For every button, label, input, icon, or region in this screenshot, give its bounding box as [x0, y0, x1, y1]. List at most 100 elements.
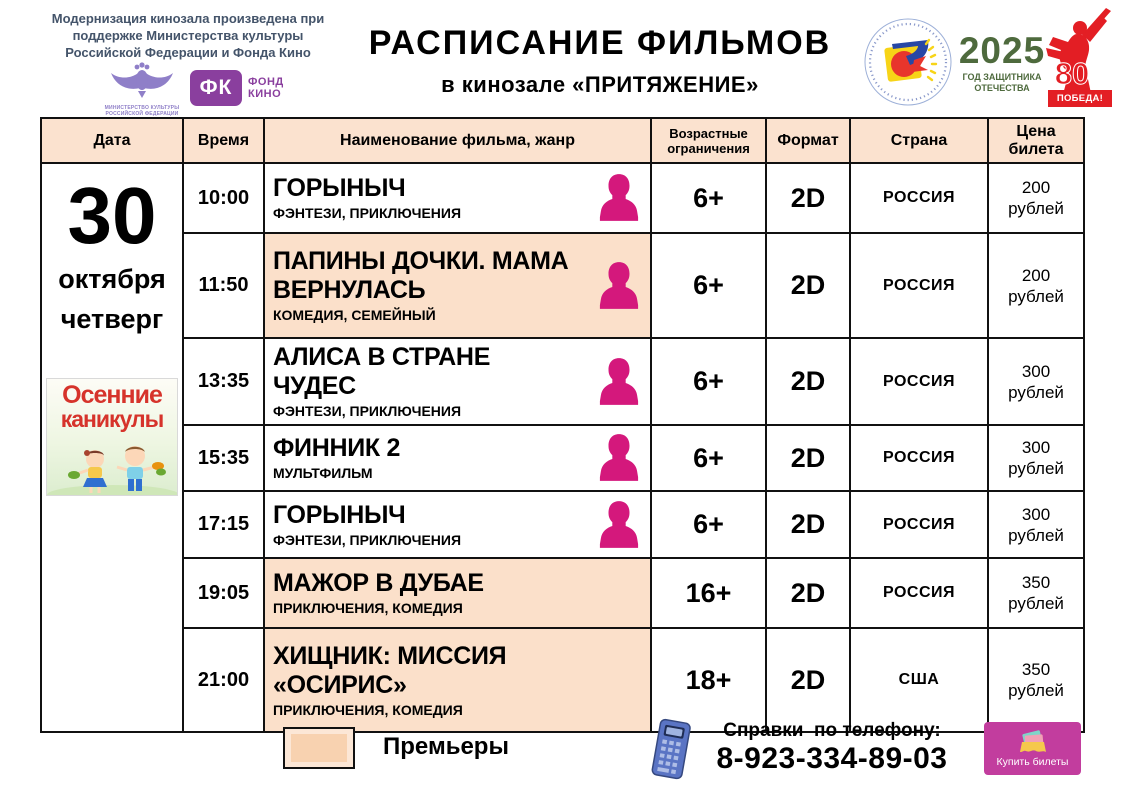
- showtime: 13:35: [182, 337, 265, 426]
- film-genre: ПРИКЛЮЧЕНИЯ, КОМЕДИЯ: [273, 600, 463, 616]
- film-country: РОССИЯ: [849, 557, 989, 629]
- film-country: РОССИЯ: [849, 424, 989, 492]
- film-cell: ГОРЫНЫЧ ФЭНТЕЗИ, ПРИКЛЮЧЕНИЯ: [263, 162, 652, 234]
- premiere-legend-label: Премьеры: [383, 733, 509, 760]
- film-country: США: [849, 627, 989, 733]
- motherland-calls-statue-icon: [1044, 8, 1118, 105]
- age-rating: 6+: [650, 490, 767, 559]
- ticket-price: 350 рублей: [987, 557, 1085, 629]
- pushkin-card-icon: [598, 261, 640, 311]
- film-cell: ФИННИК 2 МУЛЬТФИЛЬМ: [263, 424, 652, 492]
- col-header-time: Время: [182, 117, 265, 164]
- table-row: 13:35 АЛИСА В СТРАНЕ ЧУДЕС ФЭНТЕЗИ, ПРИК…: [41, 337, 1085, 426]
- col-header-date: Дата: [40, 117, 184, 164]
- film-format: 2D: [765, 162, 851, 234]
- support-note: Модернизация кинозала произведена при по…: [28, 10, 348, 61]
- col-header-country: Страна: [849, 117, 989, 164]
- pushkin-card-icon: [598, 357, 640, 407]
- showtime: 19:05: [182, 557, 265, 629]
- support-note-line: Российской Федерации и Фонда Кино: [65, 45, 311, 60]
- film-cell-premiere: ХИЩНИК: МИССИЯ «ОСИРИС» ПРИКЛЮЧЕНИЯ, КОМ…: [263, 627, 652, 733]
- film-cell: АЛИСА В СТРАНЕ ЧУДЕС ФЭНТЕЗИ, ПРИКЛЮЧЕНИ…: [263, 337, 652, 426]
- showtime: 10:00: [182, 162, 265, 234]
- anniversary-80: 80: [1054, 56, 1090, 92]
- date-cell: 30 октября четверг Осенние каникулы: [40, 162, 184, 733]
- date-weekday: четверг: [60, 304, 164, 334]
- film-genre: ФЭНТЕЗИ, ПРИКЛЮЧЕНИЯ: [273, 403, 462, 419]
- schedule-table: Дата Время Наименование фильма, жанр Воз…: [40, 117, 1085, 733]
- ticket-price: 200 рублей: [987, 232, 1085, 339]
- film-cell: ГОРЫНЫЧ ФЭНТЕЗИ, ПРИКЛЮЧЕНИЯ: [263, 490, 652, 559]
- film-format: 2D: [765, 424, 851, 492]
- col-header-price: Цена билета: [987, 117, 1085, 164]
- table-row: 17:15 ГОРЫНЫЧ ФЭНТЕЗИ, ПРИКЛЮЧЕНИЯ 6+ 2D…: [41, 490, 1085, 559]
- ticket-price: 350 рублей: [987, 627, 1085, 733]
- showtime: 11:50: [182, 232, 265, 339]
- table-row: 15:35 ФИННИК 2 МУЛЬТФИЛЬМ 6+ 2D РОССИЯ 3…: [41, 424, 1085, 492]
- support-note-line: Модернизация кинозала произведена при: [51, 11, 325, 26]
- culture-house-emblem-icon: [864, 18, 952, 106]
- page-title: РАСПИСАНИЕ ФИЛЬМОВ: [368, 24, 832, 62]
- showtime: 21:00: [182, 627, 265, 733]
- phone-help-label: Справки по телефону:: [723, 720, 941, 741]
- fond-kino-abbr: ФК: [190, 70, 242, 106]
- film-title: АЛИСА В СТРАНЕ ЧУДЕС: [273, 343, 491, 400]
- fond-kino-caption: ФОНД КИНО: [248, 76, 284, 100]
- film-cell-premiere: МАЖОР В ДУБАЕ ПРИКЛЮЧЕНИЯ, КОМЕДИЯ: [263, 557, 652, 629]
- table-header-row: Дата Время Наименование фильма, жанр Воз…: [40, 117, 1085, 164]
- film-genre: МУЛЬТФИЛЬМ: [273, 465, 373, 481]
- double-eagle-icon: [111, 62, 173, 98]
- table-row: 21:00 ХИЩНИК: МИССИЯ «ОСИРИС» ПРИКЛЮЧЕНИ…: [41, 627, 1085, 733]
- year-2025-badge: 2025 ГОД ЗАЩИТНИКА ОТЕЧЕСТВА 80 ПОБЕДА!: [952, 8, 1120, 114]
- age-rating: 6+: [650, 337, 767, 426]
- ticket-price: 300 рублей: [987, 337, 1085, 426]
- col-header-format: Формат: [765, 117, 851, 164]
- film-country: РОССИЯ: [849, 337, 989, 426]
- support-note-line: поддержке Министерства культуры: [72, 28, 304, 43]
- pushkin-card-icon: [598, 500, 640, 550]
- phone-calculator-icon: [644, 717, 698, 788]
- ministry-of-culture-logo: МИНИСТЕРСТВО КУЛЬТУРЫ РОССИЙСКОЙ ФЕДЕРАЦ…: [96, 60, 188, 117]
- film-title: МАЖОР В ДУБАЕ: [273, 569, 484, 597]
- cartoon-kids-illustration: [47, 446, 177, 495]
- table-row: 30 октября четверг Осенние каникулы: [40, 162, 1085, 733]
- film-format: 2D: [765, 232, 851, 339]
- film-format: 2D: [765, 490, 851, 559]
- page-subtitle: в кинозале «ПРИТЯЖЕНИЕ»: [441, 72, 759, 97]
- film-country: РОССИЯ: [849, 232, 989, 339]
- film-title: ХИЩНИК: МИССИЯ «ОСИРИС»: [273, 641, 507, 699]
- ticket-price: 300 рублей: [987, 490, 1085, 559]
- ticket-price: 300 рублей: [987, 424, 1085, 492]
- film-genre: ПРИКЛЮЧЕНИЯ, КОМЕДИЯ: [273, 701, 463, 718]
- age-rating: 6+: [650, 162, 767, 234]
- age-rating: 6+: [650, 424, 767, 492]
- age-rating: 16+: [650, 557, 767, 629]
- buy-tickets-label: Купить билеты: [996, 755, 1069, 768]
- film-country: РОССИЯ: [849, 162, 989, 234]
- film-genre: КОМЕДИЯ, СЕМЕЙНЫЙ: [273, 307, 436, 323]
- film-genre: ФЭНТЕЗИ, ПРИКЛЮЧЕНИЯ: [273, 531, 462, 548]
- film-title: ГОРЫНЫЧ: [273, 500, 406, 529]
- film-country: РОССИЯ: [849, 490, 989, 559]
- table-row: 11:50 ПАПИНЫ ДОЧКИ. МАМА ВЕРНУЛАСЬ КОМЕД…: [41, 232, 1085, 339]
- film-format: 2D: [765, 557, 851, 629]
- phone-number: 8-923-334-89-03: [716, 742, 948, 775]
- date-month: октября: [58, 264, 166, 294]
- buy-tickets-button[interactable]: Купить билеты: [984, 722, 1081, 775]
- col-header-age: Возрастные ограничения: [650, 117, 767, 164]
- film-title: ПАПИНЫ ДОЧКИ. МАМА ВЕРНУЛАСЬ: [273, 247, 569, 304]
- pushkin-card-icon: [598, 173, 640, 223]
- film-format: 2D: [765, 627, 851, 733]
- culture-house-logo: [862, 16, 954, 113]
- age-rating: 6+: [650, 232, 767, 339]
- film-cell-premiere: ПАПИНЫ ДОЧКИ. МАМА ВЕРНУЛАСЬ КОМЕДИЯ, СЕ…: [263, 232, 652, 339]
- autumn-holidays-poster: Осенние каникулы: [46, 378, 178, 496]
- tickets-icon: [1019, 729, 1046, 752]
- ministry-caption: МИНИСТЕРСТВО КУЛЬТУРЫ РОССИЙСКОЙ ФЕДЕРАЦ…: [104, 105, 180, 117]
- film-title: ГОРЫНЫЧ: [273, 174, 406, 202]
- showtime: 17:15: [182, 490, 265, 559]
- date-day: 30: [67, 171, 157, 260]
- fond-kino-logo: ФК ФОНД КИНО: [190, 70, 284, 106]
- film-genre: ФЭНТЕЗИ, ПРИКЛЮЧЕНИЯ: [273, 205, 462, 221]
